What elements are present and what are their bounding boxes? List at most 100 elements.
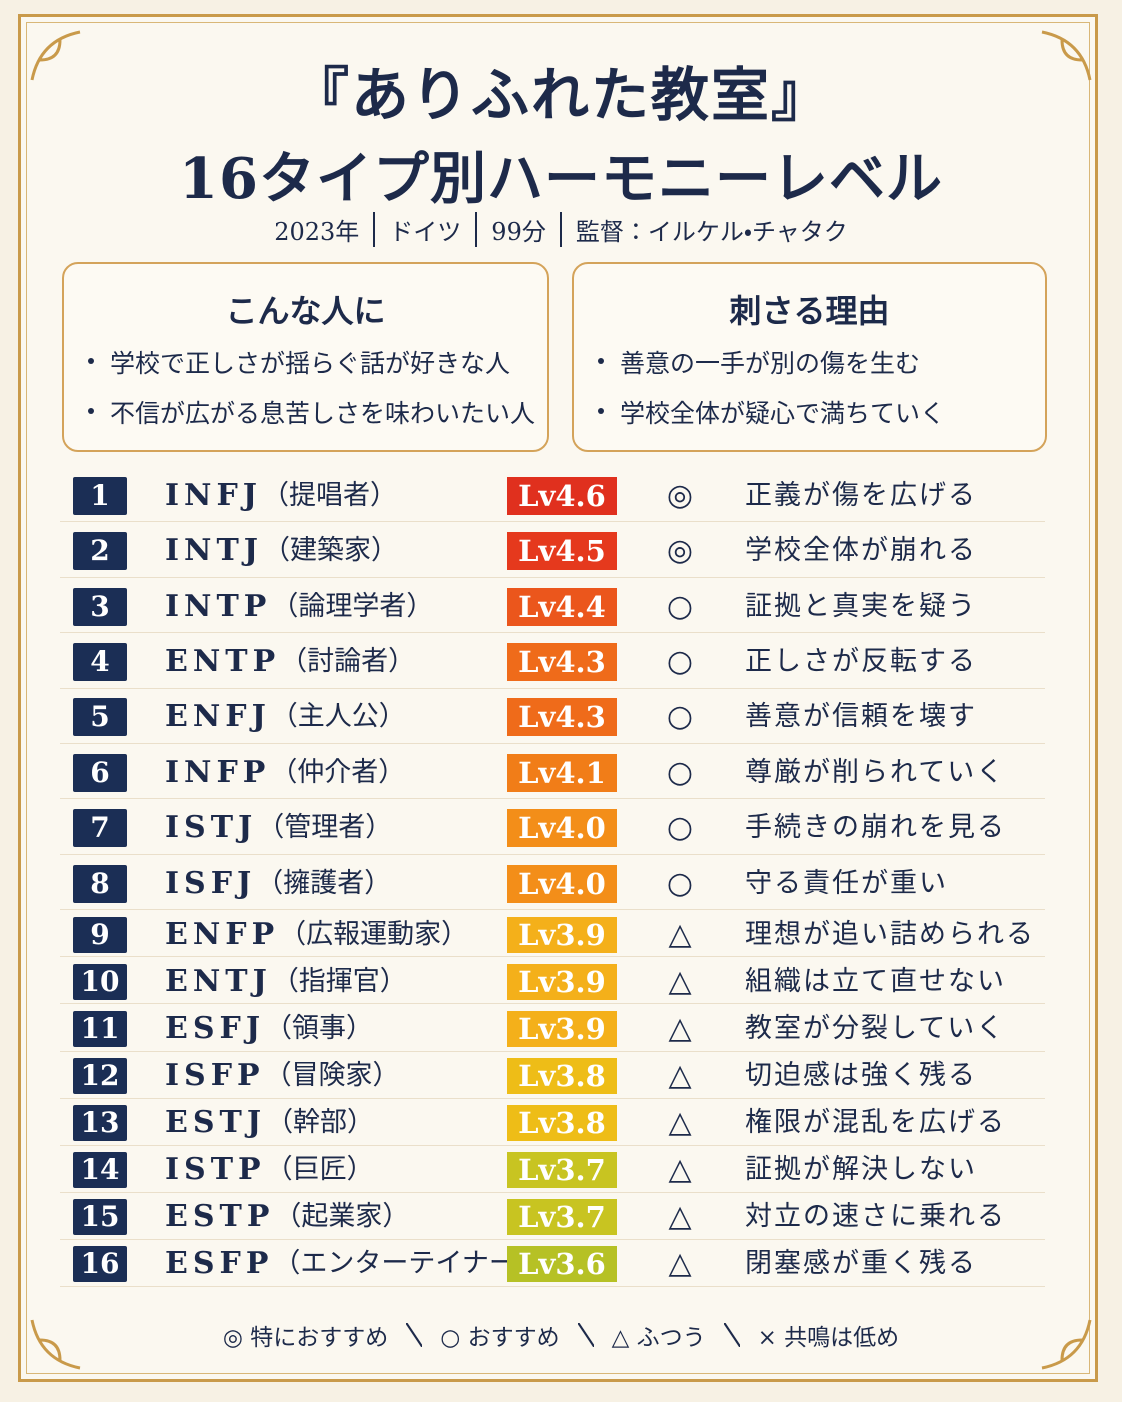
- rank-badge: 1: [73, 476, 127, 515]
- legend-item: ◎ 特におすすめ: [222, 1325, 389, 1351]
- level-badge: Lv3.6: [507, 1246, 617, 1283]
- rank-badge: 14: [73, 1152, 127, 1189]
- row-divider: [60, 853, 1045, 855]
- legend: ◎ 特におすすめ ○ おすすめ △ ふつう × 共鳴は低め: [0, 1318, 1122, 1352]
- type-role: （幹部）: [266, 1107, 375, 1139]
- card-item: 不信が広がる息苦しさを味わいたい人: [64, 394, 535, 430]
- rating-mark: ○: [666, 865, 694, 901]
- row-divider: [60, 687, 1045, 689]
- type-row: INFP （仲介者）: [165, 753, 405, 793]
- type-role: （巨匠）: [265, 1154, 374, 1186]
- level-badge: Lv4.3: [507, 698, 617, 737]
- level-badge: Lv3.9: [507, 1010, 617, 1047]
- card-title: 刺さる理由: [729, 292, 890, 330]
- title: 『ありふれた教室』: [290, 61, 831, 129]
- type-row: ENTJ （指揮官）: [165, 962, 407, 1002]
- row-divider: [60, 1286, 1045, 1287]
- card: 刺さる理由善意の一手が別の傷を生む学校全体が疑心で満ちていく: [572, 262, 1047, 452]
- rating-mark: △: [668, 1010, 692, 1046]
- row-divider: [60, 576, 1045, 578]
- comment: 尊厳が削られていく: [745, 756, 1006, 788]
- level-badge: Lv3.8: [507, 1058, 617, 1095]
- rating-mark: △: [668, 1246, 692, 1282]
- comment: 証拠と真実を疑う: [745, 590, 977, 622]
- rating-mark: △: [668, 1058, 692, 1094]
- card-item-text: 学校で正しさが揺らぐ話が好きな人: [110, 349, 511, 378]
- meta-item: ドイツ: [373, 212, 475, 247]
- row-divider: [60, 521, 1045, 523]
- type-row: ISTP （巨匠）: [165, 1150, 374, 1190]
- type-role: （広報運動家）: [279, 918, 469, 950]
- comment: 善意が信頼を壊す: [745, 701, 977, 733]
- corner-ornaments: [30, 30, 1092, 1370]
- comment: 閉塞感が重く残る: [745, 1248, 977, 1280]
- meta-line: 2023年 ドイツ 99分 監督：イルケル・チャタク: [0, 212, 1122, 247]
- type-row: ISFJ （擁護者）: [165, 864, 391, 904]
- type-row: INFJ （提唱者）: [165, 476, 397, 516]
- type-row: ENTP （討論者）: [165, 642, 415, 682]
- type-row: INTJ （建築家）: [165, 531, 398, 571]
- rank-badge: 15: [73, 1199, 127, 1236]
- type-role: （管理者）: [257, 812, 393, 844]
- rating-mark: △: [668, 916, 692, 952]
- card-item-text: 善意の一手が別の傷を生む: [620, 349, 921, 378]
- meta-item: 2023年: [274, 218, 360, 246]
- row-divider: [60, 1097, 1045, 1099]
- card-item: 学校で正しさが揺らぐ話が好きな人: [64, 344, 510, 380]
- type-code: ISFP: [165, 1058, 265, 1094]
- level-badge: Lv3.9: [507, 916, 617, 953]
- rating-mark: △: [668, 1199, 692, 1235]
- comment: 正しさが反転する: [745, 645, 977, 677]
- rank-badge: 7: [73, 809, 127, 848]
- type-code: ESFP: [165, 1246, 274, 1282]
- type-code: ENTP: [165, 643, 281, 679]
- legend-item: ○ おすすめ: [440, 1325, 560, 1351]
- type-code: ISTJ: [165, 810, 258, 846]
- type-code: INTP: [165, 588, 272, 624]
- comment: 対立の速さに乗れる: [745, 1201, 1006, 1233]
- legend-separator: [723, 1323, 740, 1347]
- type-role: （擁護者）: [256, 867, 392, 899]
- type-role: （建築家）: [262, 535, 398, 567]
- type-role: （指揮官）: [271, 965, 407, 997]
- type-role: （主人公）: [270, 701, 406, 733]
- row-divider: [60, 909, 1045, 911]
- level-badge: Lv4.4: [507, 587, 617, 626]
- row-divider: [60, 956, 1045, 958]
- comment: 権限が混乱を広げる: [745, 1107, 1006, 1139]
- rating-mark: ○: [666, 588, 694, 624]
- type-code: INTJ: [165, 533, 263, 569]
- legend-separator: [577, 1323, 594, 1347]
- meta-item: 99分: [475, 212, 560, 247]
- comment: 証拠が解決しない: [745, 1154, 977, 1186]
- row-divider: [60, 1050, 1045, 1052]
- card-item: 善意の一手が別の傷を生む: [574, 344, 920, 380]
- comment: 手続きの崩れを見る: [745, 812, 1006, 844]
- type-code: ENFJ: [165, 699, 271, 735]
- type-role: （冒険家）: [264, 1060, 400, 1092]
- comment: 守る責任が重い: [745, 867, 948, 899]
- level-badge: Lv4.6: [507, 476, 617, 515]
- comment: 理想が追い詰められる: [745, 918, 1035, 950]
- card-item: 学校全体が疑心で満ちていく: [574, 394, 945, 430]
- type-code: ESTJ: [165, 1105, 267, 1141]
- rank-badge: 2: [73, 532, 127, 571]
- rank-badge: 16: [73, 1246, 127, 1283]
- row-divider: [60, 1003, 1045, 1005]
- rating-mark: △: [668, 963, 692, 999]
- type-role: （起業家）: [274, 1201, 410, 1233]
- level-badge: Lv4.5: [507, 532, 617, 571]
- type-code: INFJ: [165, 477, 262, 513]
- type-role: （提唱者）: [261, 479, 397, 511]
- rank-badge: 10: [73, 963, 127, 1000]
- rating-mark: ○: [666, 754, 694, 790]
- comment: 教室が分裂していく: [745, 1012, 1006, 1044]
- rating-mark: △: [668, 1152, 692, 1188]
- type-role: （エンターテイナー）: [273, 1248, 543, 1280]
- type-row: ISTJ （管理者）: [165, 808, 392, 848]
- legend-item: △ ふつう: [611, 1325, 706, 1351]
- rank-badge: 6: [73, 753, 127, 792]
- row-divider: [60, 743, 1045, 744]
- type-code: ESFJ: [165, 1010, 266, 1046]
- rank-badge: 8: [73, 864, 127, 903]
